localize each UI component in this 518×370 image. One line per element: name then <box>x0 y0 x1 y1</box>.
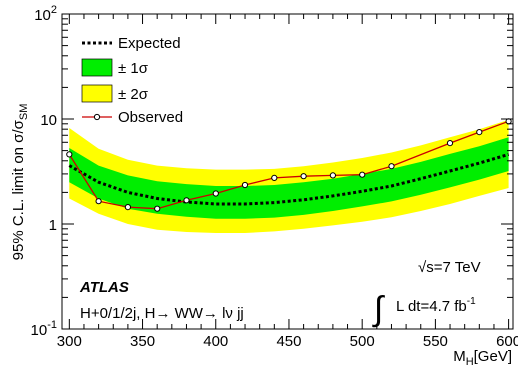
observed-point <box>359 171 366 178</box>
observed-point <box>212 190 219 197</box>
x-tick-label: 500 <box>350 333 375 350</box>
lumi-integral-sign: ∫ <box>372 290 385 328</box>
legend-1sigma-swatch <box>81 58 113 77</box>
x-tick-label: 350 <box>130 333 155 350</box>
observed-point <box>329 172 336 179</box>
x-tick-label: 600 <box>496 333 518 350</box>
plot-frame <box>61 13 514 330</box>
observed-point <box>271 174 278 181</box>
legend: Expected ± 1σ ± 2σ Observed <box>81 35 183 126</box>
channel-label: H+0/1/2j, H→ WW→ lν jj <box>80 305 244 322</box>
legend-1sigma-label: ± 1σ <box>118 60 149 77</box>
observed-point <box>154 205 161 212</box>
y-axis-label: 95% C.L. limit on σ/σSM <box>10 104 30 261</box>
observed-point <box>183 197 190 204</box>
x-tick-label: 400 <box>203 333 228 350</box>
y-tick-label: 102 <box>34 4 57 24</box>
ticks-layer <box>62 14 513 330</box>
x-axis-label: MH[GeV] <box>453 348 512 368</box>
lumi-label: L dt=4.7 fb-1 <box>396 296 476 315</box>
legend-expected-label: Expected <box>118 35 181 52</box>
observed-point <box>388 163 395 170</box>
legend-2sigma-swatch <box>81 84 113 103</box>
atlas-label: ATLAS <box>79 279 129 296</box>
legend-observed-label: Observed <box>118 109 183 126</box>
observed-point <box>124 204 132 211</box>
expected-layer <box>68 152 510 206</box>
observed-point <box>300 173 307 180</box>
observed-point <box>66 151 73 158</box>
legend-2sigma-label: ± 2σ <box>118 86 149 103</box>
observed-layer <box>66 118 512 212</box>
legend-observed-swatch-marker <box>93 113 101 121</box>
x-tick-label: 300 <box>57 333 82 350</box>
band-1sigma <box>69 137 509 219</box>
y-tick-label: 10-1 <box>31 319 57 339</box>
x-tick-label: 550 <box>423 333 448 350</box>
y-tick-label: 1 <box>49 217 57 234</box>
observed-point <box>241 181 249 189</box>
expected-line <box>68 152 510 206</box>
observed-point <box>476 129 483 136</box>
observed-point <box>95 198 102 205</box>
energy-label: √s=7 TeV <box>418 259 481 276</box>
tick-labels-layer: 300 350 400 450 500 550 600 10-1 1 10 102 <box>31 4 518 350</box>
observed-point <box>446 140 454 147</box>
y-tick-label: 10 <box>40 112 57 129</box>
x-tick-label: 450 <box>276 333 301 350</box>
